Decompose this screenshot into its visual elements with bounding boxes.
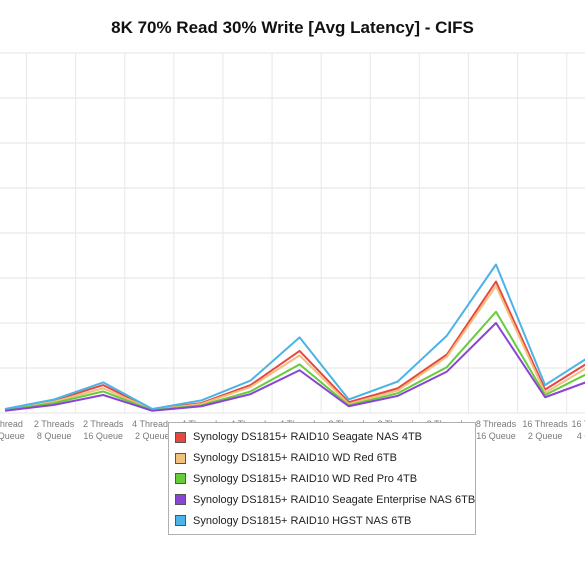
series-line-4 xyxy=(4,322,585,412)
x-tick-label: 1 Thread xyxy=(0,419,23,429)
legend-item[interactable]: Synology DS1815+ RAID10 WD Red 6TB xyxy=(175,448,469,469)
x-tick-label: 2 Queue xyxy=(135,431,170,441)
series-line-1 xyxy=(4,280,585,411)
series-line-5 xyxy=(4,263,585,410)
legend-label: Synology DS1815+ RAID10 Seagate NAS 4TB xyxy=(193,431,422,444)
legend-swatch xyxy=(175,473,186,485)
series-line-2 xyxy=(4,285,585,411)
series-line-3 xyxy=(4,310,585,412)
x-tick-label: 2 Queue xyxy=(528,431,563,441)
legend-label: Synology DS1815+ RAID10 WD Red 6TB xyxy=(193,452,397,465)
x-tick-label: 16 Queue xyxy=(83,431,123,441)
x-tick-label: 16 Queue xyxy=(0,431,25,441)
x-tick-label: 4 Queue xyxy=(577,431,585,441)
legend-label: Synology DS1815+ RAID10 WD Red Pro 4TB xyxy=(193,472,418,485)
x-tick-label: 16 Threads xyxy=(572,419,585,429)
legend-swatch xyxy=(175,452,186,464)
chart-legend: Synology DS1815+ RAID10 Seagate NAS 4TB S… xyxy=(168,422,476,535)
x-tick-label: 2 Threads xyxy=(83,419,124,429)
legend-item[interactable]: Synology DS1815+ RAID10 Seagate Enterpri… xyxy=(175,489,475,510)
x-tick-label: 2 Threads xyxy=(34,419,75,429)
legend-swatch xyxy=(175,431,186,443)
legend-swatch xyxy=(175,515,186,527)
legend-label: Synology DS1815+ RAID10 HGST NAS 6TB xyxy=(193,514,412,527)
legend-label: Synology DS1815+ RAID10 Seagate Enterpri… xyxy=(193,493,476,506)
series-lines xyxy=(4,263,585,412)
chart-title: 8K 70% Read 30% Write [Avg Latency] - CI… xyxy=(111,18,474,37)
x-tick-label: 16 Queue xyxy=(476,431,516,441)
legend-item[interactable]: Synology DS1815+ RAID10 Seagate NAS 4TB xyxy=(175,427,469,448)
legend-item[interactable]: Synology DS1815+ RAID10 HGST NAS 6TB xyxy=(175,510,469,531)
x-tick-label: 8 Threads xyxy=(476,419,517,429)
x-tick-label: 16 Threads xyxy=(522,419,568,429)
legend-item[interactable]: Synology DS1815+ RAID10 WD Red Pro 4TB xyxy=(175,469,469,490)
x-tick-label: 8 Queue xyxy=(37,431,72,441)
x-tick-label: 4 Threads xyxy=(132,419,173,429)
legend-swatch xyxy=(175,494,186,506)
